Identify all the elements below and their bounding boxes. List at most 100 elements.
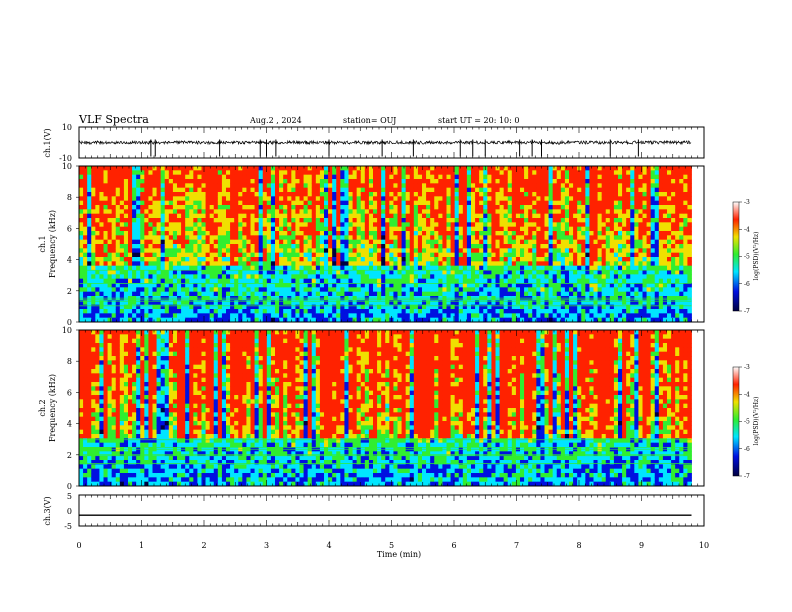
spectrogram-cell	[123, 261, 129, 267]
spectrogram-cell	[291, 222, 296, 228]
spectrogram-cell	[181, 291, 186, 297]
spectrogram-cell	[556, 257, 562, 262]
spectrogram-cell	[311, 235, 317, 241]
spectrogram-cell	[368, 304, 374, 310]
spectrogram-cell	[548, 235, 554, 241]
spectrogram-cell	[270, 183, 276, 189]
spectrogram-cell	[148, 209, 153, 215]
spectrogram-cell	[368, 257, 374, 262]
spectrogram-cell	[254, 174, 260, 180]
spectrogram-cell	[115, 213, 121, 219]
spectrogram-cell	[515, 283, 521, 288]
spectrogram-cell	[193, 196, 198, 202]
spectrogram-cell	[99, 192, 104, 197]
spectrogram-cell	[352, 248, 358, 254]
spectrogram-cell	[609, 252, 615, 258]
spectrogram-cell	[103, 174, 108, 180]
spectrogram-cell	[401, 252, 407, 258]
spectrogram-cell	[356, 313, 362, 319]
spectrogram-cell	[242, 209, 247, 215]
spectrogram-cell	[560, 248, 566, 254]
spectrogram-cell	[299, 239, 304, 245]
spectrogram-cell	[454, 226, 460, 232]
spectrogram-cell	[111, 248, 117, 254]
spectrogram-cell	[111, 274, 117, 280]
spectrogram-cell	[221, 287, 227, 293]
spectrogram-cell	[532, 309, 537, 314]
spectrogram-cell	[311, 257, 317, 262]
spectrogram-cell	[246, 239, 251, 245]
spectrogram-cell	[507, 209, 513, 215]
spectrogram-cell	[507, 274, 513, 280]
spectrogram-cell	[569, 196, 574, 202]
spectrogram-cell	[197, 287, 202, 293]
spectrogram-cell	[446, 183, 451, 189]
spectrogram-cell	[364, 205, 370, 210]
spectrogram-cell	[311, 300, 317, 306]
spectrogram-cell	[270, 291, 276, 297]
spectrogram-cell	[393, 283, 398, 288]
spectrogram-cell	[491, 257, 496, 262]
spectrogram-cell	[348, 192, 353, 197]
spectrogram-cell	[307, 283, 313, 288]
spectrogram-cell	[250, 257, 255, 262]
spectrogram-cell	[115, 304, 121, 310]
spectrogram-cell	[319, 274, 325, 280]
spectrogram-cell	[164, 257, 170, 262]
spectrogram-cell	[164, 235, 170, 241]
spectrogram-cell	[275, 309, 280, 314]
spectrogram-cell	[258, 261, 264, 267]
spectrogram-cell	[454, 270, 460, 275]
spectrogram-cell	[213, 166, 219, 171]
spectrogram-cell	[446, 179, 451, 184]
spectrogram-cell	[123, 170, 129, 176]
spectrogram-cell	[299, 274, 304, 280]
spectrogram-cell	[364, 187, 370, 193]
spectrogram-cell	[450, 179, 456, 184]
spectrogram-cell	[87, 231, 92, 236]
spectrogram-cell	[495, 218, 500, 223]
spectrogram-cell	[597, 218, 603, 223]
spectrogram-cell	[393, 261, 398, 267]
spectrogram-cell	[217, 196, 223, 202]
spectrogram-cell	[140, 261, 145, 267]
spectrogram-cell	[87, 278, 92, 284]
spectrogram-cell	[205, 309, 211, 314]
spectrogram-cell	[266, 166, 272, 171]
spectrogram-cell	[597, 235, 603, 241]
spectrogram-cell	[569, 274, 574, 280]
spectrogram-cell	[560, 317, 566, 323]
spectrogram-cell	[209, 209, 215, 215]
panel-waveform-ch1: 10 -10 ch.1(V)	[43, 123, 705, 163]
spectrogram-cell	[193, 257, 198, 262]
spectrogram-cell	[348, 309, 353, 314]
spectrogram-cell	[128, 196, 133, 202]
spectrogram-cell	[107, 257, 113, 262]
spectrogram-cell	[238, 265, 243, 271]
spectrogram-cell	[324, 183, 329, 189]
spectrogram-cell	[454, 261, 460, 267]
spectrogram-cell	[569, 261, 574, 267]
spectrogram-cell	[393, 270, 398, 275]
spectrogram-cell	[511, 270, 517, 275]
spectrogram-cell	[552, 283, 558, 288]
spectrogram-cell	[91, 196, 96, 202]
spectrogram-cell	[136, 317, 141, 323]
spectrogram-cell	[275, 196, 280, 202]
spectrogram-cell	[487, 231, 492, 236]
spectrogram-cell	[201, 213, 206, 219]
spectrogram-cell	[307, 257, 313, 262]
spectrogram-cell	[136, 239, 141, 245]
spectrogram-cell	[119, 274, 125, 280]
spectrogram-cell	[593, 270, 598, 275]
spectrogram-cell	[389, 313, 394, 319]
spectrogram-cell	[344, 309, 349, 314]
spectrogram-cell	[315, 309, 321, 314]
spectrogram-cell	[336, 317, 341, 323]
spectrogram-cell	[95, 218, 100, 223]
spectrogram-cell	[189, 304, 194, 310]
spectrogram-cell	[319, 200, 325, 206]
spectrogram-cell	[91, 252, 96, 258]
spectrogram-cell	[103, 209, 108, 215]
spectrogram-cell	[209, 183, 215, 189]
